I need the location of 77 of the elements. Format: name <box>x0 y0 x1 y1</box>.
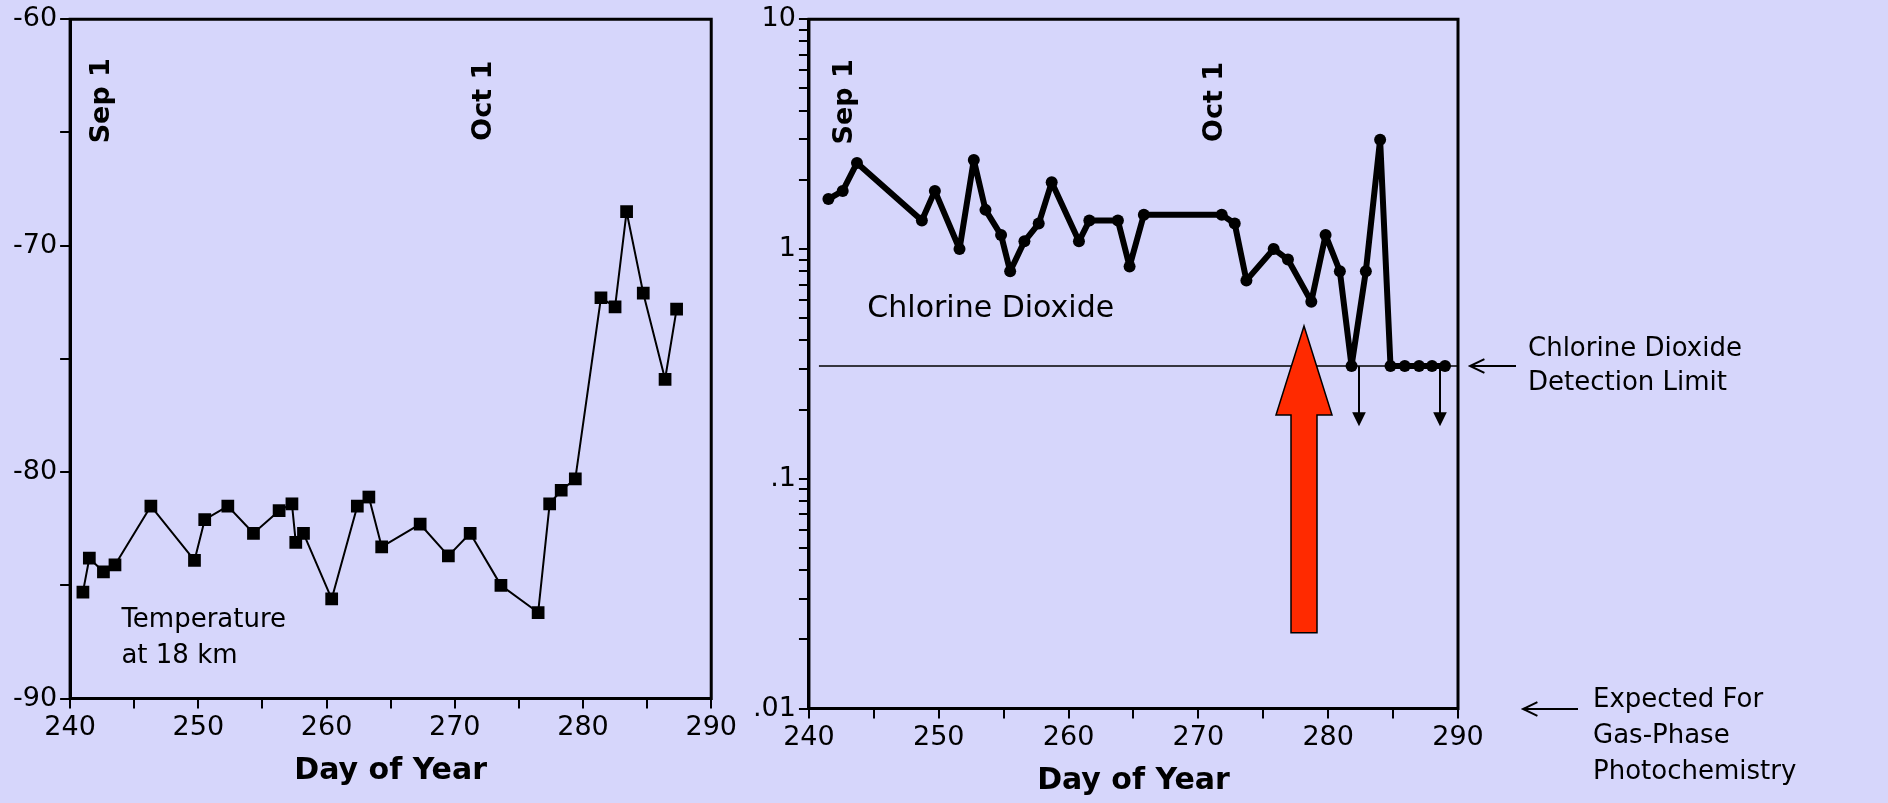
x-tick-label: 270 <box>429 709 481 741</box>
y-tick-label: 10 <box>761 1 796 33</box>
point <box>1228 217 1241 230</box>
x-tick-label: 260 <box>1042 719 1095 751</box>
ref-line-label: Chlorine Dioxide Detection Limit <box>1528 331 1742 396</box>
point <box>221 499 235 513</box>
y-tick-label: -70 <box>12 227 58 259</box>
point <box>531 606 545 619</box>
x-tick-label: 290 <box>685 709 738 741</box>
point <box>608 300 622 314</box>
x-tick-label: 240 <box>44 709 96 741</box>
point <box>543 497 557 511</box>
y-tick-label: .1 <box>770 460 796 492</box>
point <box>375 540 389 554</box>
annotation: Oct 1 <box>465 60 497 141</box>
x-tick-label: 270 <box>1172 719 1225 751</box>
point <box>285 497 299 511</box>
point <box>620 205 633 219</box>
point <box>1215 208 1228 221</box>
point <box>97 565 110 579</box>
x-tick-label: 290 <box>1432 719 1484 751</box>
series-label: Chlorine Dioxide <box>867 288 1115 324</box>
point <box>979 203 992 216</box>
point <box>594 291 608 305</box>
point <box>82 551 96 565</box>
x-tick-label: 280 <box>1302 719 1354 751</box>
y-tick-label: -80 <box>12 454 58 486</box>
y-tick-label: -90 <box>12 680 58 712</box>
point <box>995 229 1008 242</box>
point <box>568 472 582 486</box>
y-tick-label: .01 <box>752 690 796 722</box>
x-axis-title: Day of Year <box>1037 760 1231 796</box>
point <box>1267 243 1280 255</box>
point <box>1137 208 1150 221</box>
point <box>953 243 966 255</box>
point <box>658 372 672 386</box>
point <box>1281 253 1294 266</box>
point <box>1374 133 1387 146</box>
point <box>494 579 508 592</box>
point <box>822 193 835 206</box>
point <box>76 585 90 599</box>
point <box>1083 214 1096 227</box>
point <box>1333 265 1346 278</box>
point <box>670 302 683 316</box>
x-tick-label: 260 <box>300 709 353 741</box>
point <box>636 286 650 300</box>
x-tick-label: 250 <box>172 709 225 741</box>
point <box>463 526 477 540</box>
point <box>188 554 201 567</box>
point <box>1359 265 1372 278</box>
y-tick-label: 1 <box>778 231 796 263</box>
point <box>325 592 339 606</box>
point <box>967 153 980 166</box>
point <box>247 526 260 540</box>
point <box>198 513 212 527</box>
x-tick-label: 250 <box>912 719 965 751</box>
point <box>1032 217 1045 230</box>
y-tick-label: -60 <box>12 1 58 33</box>
annotation: Oct 1 <box>1196 61 1228 142</box>
point <box>272 504 286 517</box>
point <box>554 483 568 497</box>
point <box>850 156 863 169</box>
point <box>297 526 310 540</box>
x-axis-title: Day of Year <box>294 750 488 786</box>
annotation: Sep 1 <box>84 58 116 144</box>
point <box>915 214 928 227</box>
point <box>350 499 364 513</box>
text: Expected For Gas-Phase Photochemistry <box>1593 683 1797 786</box>
x-tick-label: 240 <box>783 719 835 751</box>
point <box>413 517 427 531</box>
series-label: Temperature at 18 km <box>120 603 287 670</box>
point <box>1018 235 1031 248</box>
x-tick-label: 280 <box>557 709 609 741</box>
point <box>836 184 849 197</box>
point <box>1111 214 1124 227</box>
annotation: Sep 1 <box>826 59 858 145</box>
point <box>442 549 455 563</box>
